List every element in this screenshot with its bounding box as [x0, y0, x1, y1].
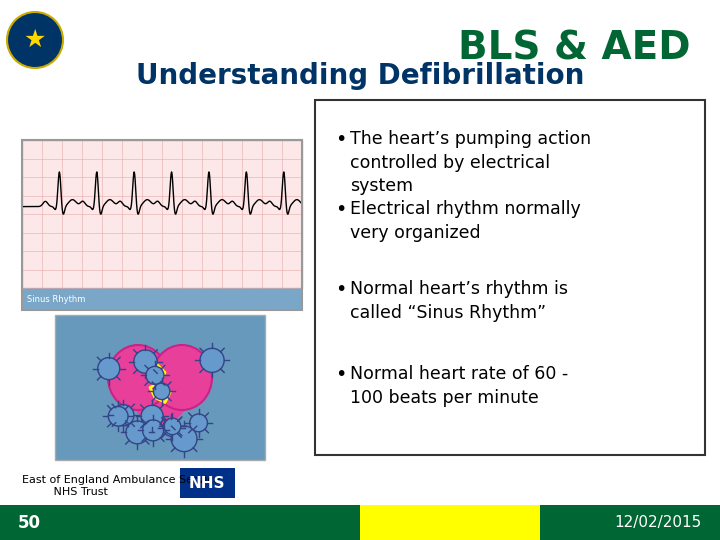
Circle shape — [163, 419, 180, 436]
Circle shape — [134, 350, 157, 373]
Text: •: • — [335, 130, 346, 149]
Polygon shape — [108, 381, 212, 437]
Circle shape — [112, 404, 134, 426]
Circle shape — [171, 426, 197, 451]
Text: BLS & AED: BLS & AED — [457, 30, 690, 68]
FancyBboxPatch shape — [22, 288, 302, 310]
Circle shape — [164, 418, 181, 435]
Circle shape — [126, 421, 149, 444]
Ellipse shape — [108, 345, 168, 410]
FancyBboxPatch shape — [22, 140, 302, 288]
Text: NHS: NHS — [189, 476, 225, 490]
Circle shape — [189, 414, 207, 432]
Text: Understanding Defibrillation: Understanding Defibrillation — [136, 62, 584, 90]
Circle shape — [141, 405, 163, 427]
Text: 12/02/2015: 12/02/2015 — [615, 515, 702, 530]
Text: The heart’s pumping action
controlled by electrical
system: The heart’s pumping action controlled by… — [350, 130, 591, 195]
FancyBboxPatch shape — [55, 315, 265, 460]
Ellipse shape — [152, 345, 212, 410]
FancyBboxPatch shape — [180, 468, 235, 498]
Circle shape — [7, 12, 63, 68]
Text: •: • — [335, 200, 346, 219]
Text: Normal heart rate of 60 -
100 beats per minute: Normal heart rate of 60 - 100 beats per … — [350, 365, 568, 407]
Circle shape — [200, 348, 224, 373]
FancyBboxPatch shape — [0, 505, 360, 540]
Text: •: • — [335, 365, 346, 384]
Circle shape — [153, 383, 170, 400]
Circle shape — [146, 366, 164, 384]
Circle shape — [108, 407, 128, 426]
Circle shape — [98, 357, 120, 380]
Text: NHS Trust: NHS Trust — [22, 487, 108, 497]
FancyBboxPatch shape — [540, 505, 720, 540]
Text: Electrical rhythm normally
very organized: Electrical rhythm normally very organize… — [350, 200, 581, 241]
FancyBboxPatch shape — [315, 100, 705, 455]
Text: East of England Ambulance Service: East of England Ambulance Service — [22, 475, 220, 485]
Text: Normal heart’s rhythm is
called “Sinus Rhythm”: Normal heart’s rhythm is called “Sinus R… — [350, 280, 568, 322]
Text: •: • — [335, 280, 346, 299]
Text: 50: 50 — [18, 514, 41, 531]
Text: Sinus Rhythm: Sinus Rhythm — [27, 294, 86, 303]
Text: ★: ★ — [24, 28, 46, 52]
FancyBboxPatch shape — [360, 505, 540, 540]
Circle shape — [143, 420, 163, 441]
